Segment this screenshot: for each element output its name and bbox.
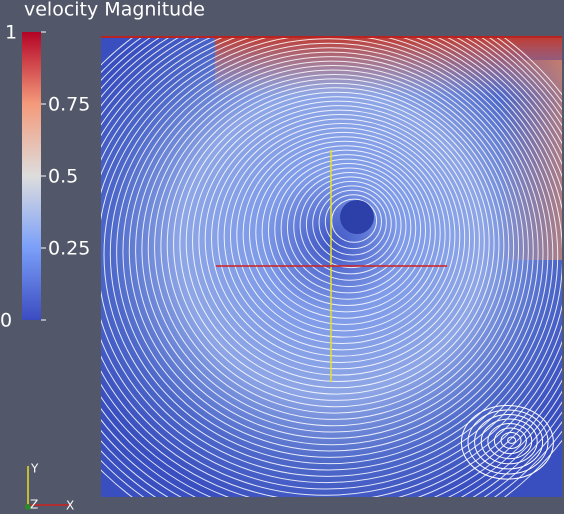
streamline [160,78,510,414]
streamline [101,36,562,484]
streamline [318,189,387,256]
streamline [261,149,431,313]
triad-x-label: X [66,499,74,513]
streamline [274,158,422,300]
streamlines [101,36,562,497]
streamline [192,100,485,382]
colorbar-tick-label: 1 [5,22,17,44]
vortex-core [340,200,374,234]
streamline [135,60,529,439]
streamline [223,122,461,351]
streamline [324,194,382,250]
streamline [236,131,451,338]
colorbar-title: velocity Magnitude [24,0,205,21]
streamline [299,176,402,275]
streamline [122,51,539,452]
triad-z-axis [25,504,31,510]
colorbar-ticks: 1 0.75 0.5 0.25 0 [0,22,90,332]
streamline [467,409,549,475]
streamline [293,171,407,281]
streamline [101,36,562,490]
streamline [198,105,480,376]
streamline [116,47,544,458]
colorbar-tick-label: 0.5 [48,166,78,188]
triad-z-label: Z [30,498,38,512]
streamline [507,436,517,444]
triad-y-label: Y [30,462,39,476]
streamline [185,96,490,389]
streamline [500,432,522,449]
colorbar-tick-label: 0 [0,310,12,332]
streamline [242,136,446,332]
streamline [101,36,562,496]
streamline [230,127,456,344]
streamline [460,405,554,480]
colorbar [22,32,41,320]
streamline [141,65,524,433]
streamline [255,145,436,319]
colorbar-tick-label: 0.25 [48,238,90,260]
streamline [211,114,471,363]
streamline [101,36,559,477]
streamline [248,140,441,326]
streamline [147,69,520,427]
streamline [474,414,544,470]
streamline [217,118,466,357]
streamline [179,91,495,395]
streamline [480,418,538,465]
streamline [204,109,475,370]
streamline [286,167,412,288]
streamline [312,185,392,262]
streamline [173,87,500,401]
streamline [109,42,549,465]
streamline [267,154,427,307]
streamline [487,423,533,460]
streamline [280,163,417,294]
streamline [493,427,527,455]
streamline [166,82,505,408]
streamline [103,38,554,471]
colorbar-tick-label: 0.75 [48,94,90,116]
streamline [305,180,397,269]
streamline [128,56,534,446]
streamline [154,73,515,420]
